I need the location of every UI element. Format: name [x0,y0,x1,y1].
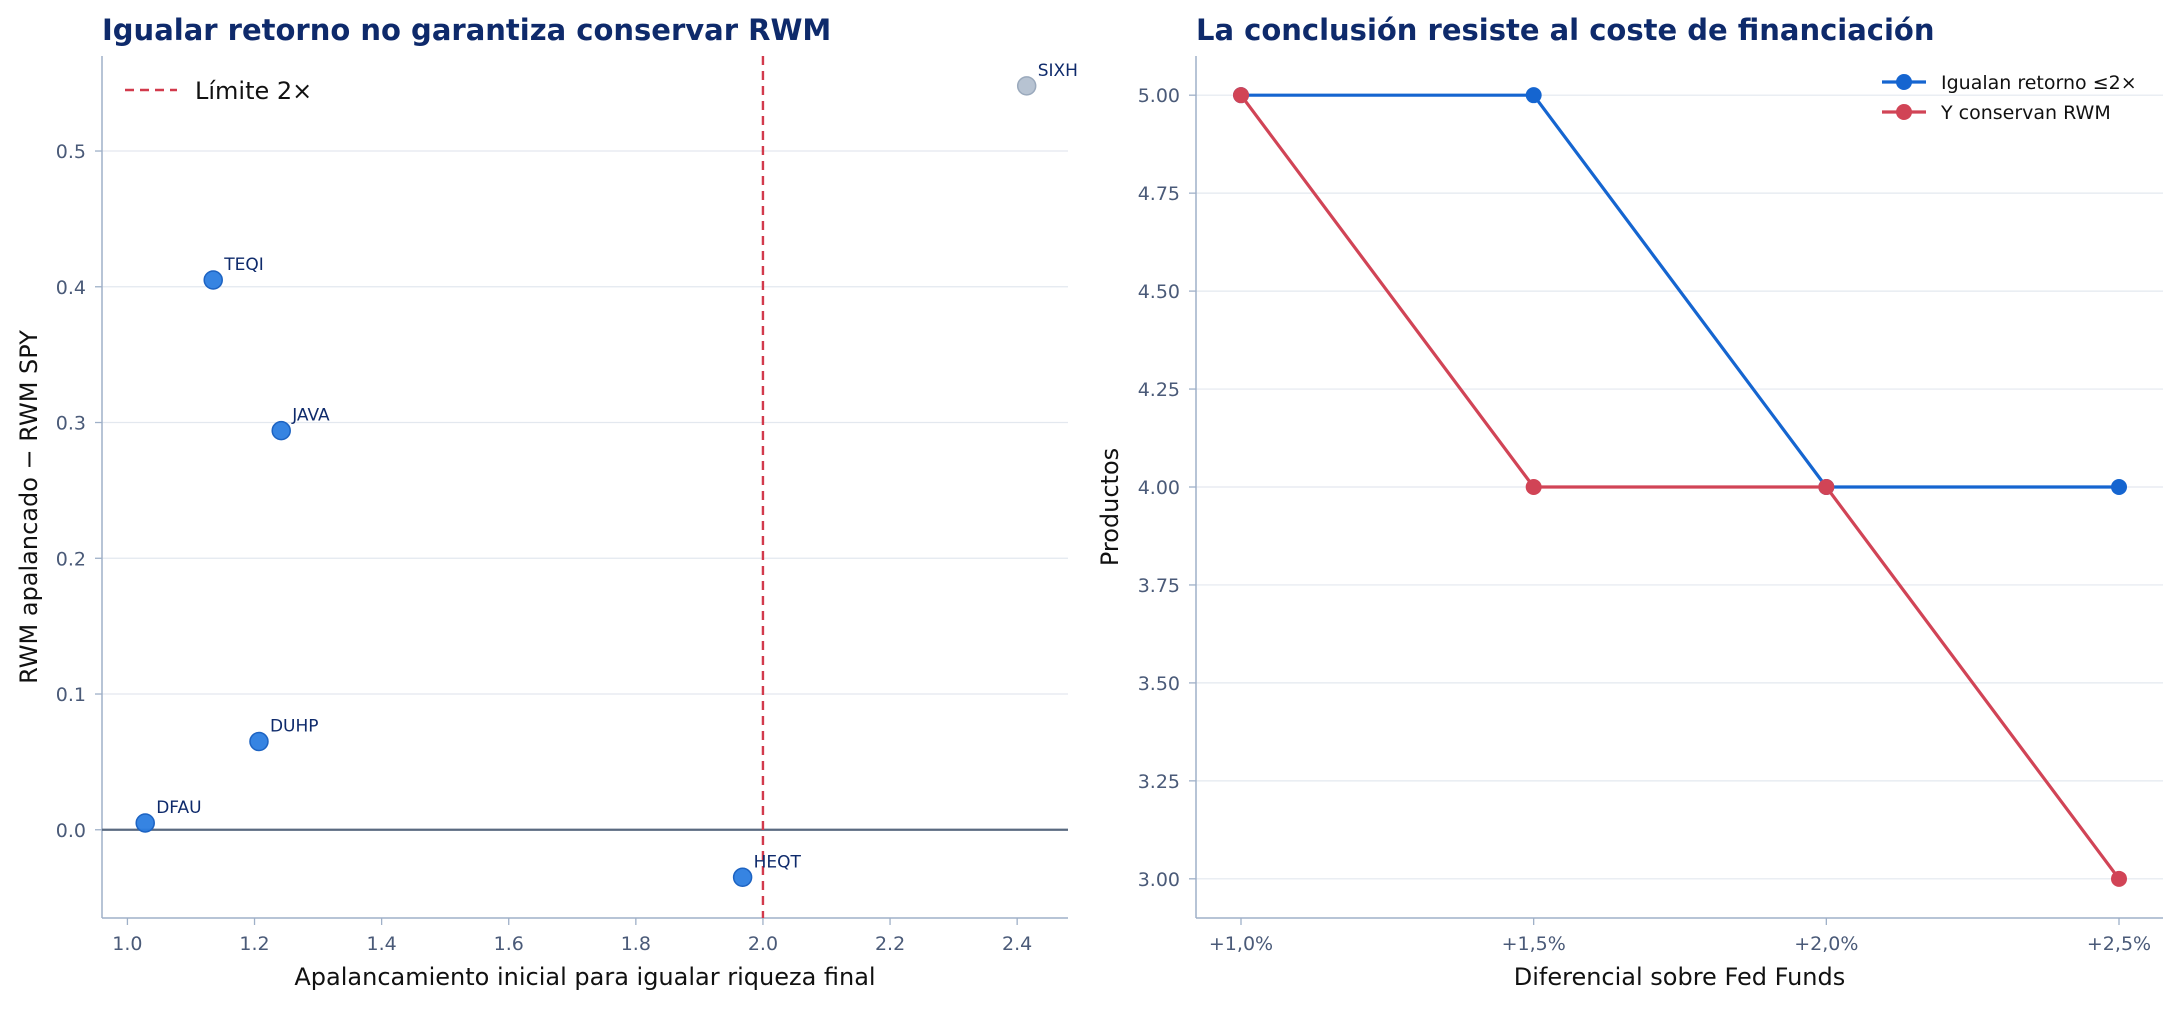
x-tick-label: 1.8 [621,933,651,955]
x-tick-label: +2,0% [1794,933,1858,955]
legend-label: Y conservan RWM [1940,102,2111,124]
x-tick-label: +1,0% [1209,933,1273,955]
y-tick-label: 0.4 [56,277,86,299]
series-1-point [2111,479,2127,495]
chart-title: La conclusión resiste al coste de financ… [1196,13,1935,47]
point-label: SIXH [1038,61,1078,81]
x-tick-label: 1.6 [494,933,524,955]
y-tick-label: 0.1 [56,684,86,706]
y-axis-label: RWM apalancado − RWM SPY [15,330,43,684]
x-tick-label: 1.2 [239,933,269,955]
legend-swatch-marker [1896,74,1912,90]
x-tick-label: +1,5% [1502,933,1566,955]
y-tick-label: 4.75 [1138,183,1180,205]
y-tick-label: 4.50 [1138,281,1180,303]
legend-label: Igualan retorno ≤2× [1941,72,2137,94]
x-tick-label: 1.4 [367,933,397,955]
series-2-point [1818,479,1835,495]
point-teqi [203,270,223,290]
x-tick-label: +2,5% [2087,933,2151,955]
legend-label: Límite 2× [195,77,312,105]
y-tick-label: 3.75 [1138,575,1180,597]
y-tick-label: 0.5 [56,141,86,163]
y-tick-label: 4.00 [1138,477,1180,499]
line-chart: 3.00 3.25 3.50 3.75 4.00 4.25 4.50 4.75 5.00 +1,0… [1096,13,2163,991]
series-2-point [1233,87,1249,104]
point-heqt [732,867,753,888]
y-tick-label: 4.25 [1138,379,1180,401]
x-axis-label: Diferencial sobre Fed Funds [1514,963,1845,991]
x-tick-label: 2.0 [748,933,778,955]
y-axis-label: Productos [1096,448,1124,566]
point-label: JAVA [291,406,330,426]
x-axis-label: Apalancamiento inicial para igualar riqu… [294,963,875,991]
series-2-point [2111,870,2127,887]
y-tick-label: 5.00 [1138,85,1180,107]
y-tick-label: 0.2 [56,548,86,570]
point-label: TEQI [223,255,264,275]
y-tick-label: 3.00 [1138,869,1180,891]
series-line-1 [1241,93,2119,489]
x-tick-label: 1.0 [112,933,142,955]
series-2-point [1525,479,1542,495]
scatter-chart: 0.0 0.1 0.2 0.3 0.4 0.5 1.0 1.2 1.4 1.6 1.8 2.0 2.2 2… [15,13,1078,991]
y-tick-label: 3.50 [1138,673,1180,695]
y-tick-label: 0.0 [56,820,86,842]
x-tick-label: 2.2 [875,933,905,955]
point-label: DFAU [156,798,201,818]
y-tick-label: 3.25 [1138,771,1180,793]
x-tick-label: 2.4 [1002,933,1032,955]
point-sixh [1016,76,1037,96]
point-label: HEQT [754,852,802,872]
point-dfau [135,813,155,833]
series-line-2 [1239,94,2121,880]
legend-swatch-marker [1896,104,1912,120]
point-label: DUHP [270,717,319,737]
series-1-point [1525,87,1542,104]
y-tick-label: 0.3 [56,413,86,435]
chart-title: Igualar retorno no garantiza conservar R… [102,13,831,47]
point-duhp [249,731,269,752]
point-java [271,420,291,441]
